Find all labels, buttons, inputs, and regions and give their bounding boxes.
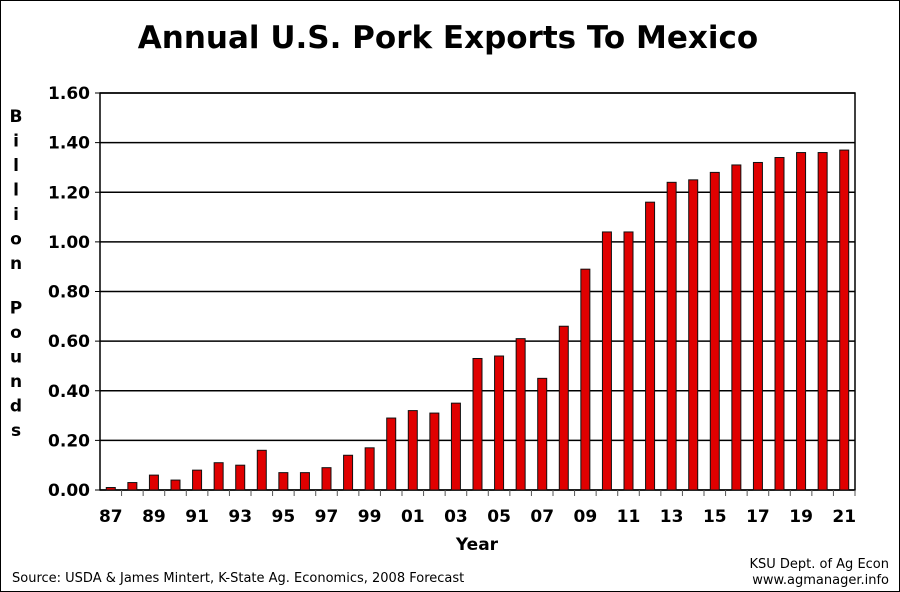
y-tick-label: 0.00 [48,481,90,501]
bar-07 [537,377,548,491]
y-axis-label-char: d [10,397,22,417]
bar-96 [299,472,310,491]
chart-title: Annual U.S. Pork Exports To Mexico [138,20,758,56]
y-axis-label-char: i [13,205,19,225]
bar-12 [645,201,656,491]
y-axis-label-char: l [13,156,19,176]
x-tick-label: 19 [789,507,813,527]
x-tick-label: 03 [444,507,468,527]
x-tick-label: 07 [530,507,554,527]
x-tick-label: 89 [142,507,166,527]
bar-98 [343,454,354,491]
y-tick-label: 1.00 [48,233,90,253]
x-tick-label: 15 [703,507,727,527]
y-axis-label-char: P [10,299,22,319]
bar-16 [731,164,742,491]
source-note: Source: USDA & James Mintert, K-State Ag… [12,571,464,586]
y-axis-label-char: i [13,132,19,152]
x-tick-label: 11 [617,507,641,527]
y-axis-label-char: s [11,421,21,441]
bar-97 [321,467,332,491]
bar-05 [494,355,505,491]
x-tick-label: 01 [401,507,425,527]
y-tick-label: 0.20 [48,431,90,451]
bar-21 [839,149,850,491]
y-axis-label-char: n [10,372,22,392]
bar-15 [709,171,720,491]
bar-03 [450,402,461,491]
credit-dept: KSU Dept. of Ag Econ [749,557,889,572]
bar-92 [213,462,224,491]
bar-10 [601,231,612,491]
bar-09 [580,268,591,491]
x-tick-label: 95 [272,507,296,527]
bar-95 [278,472,289,491]
bar-04 [472,357,483,491]
bar-02 [429,412,440,491]
x-axis-label: Year [455,535,499,555]
y-axis-label-char: o [10,323,22,343]
bar-20 [817,152,828,491]
x-tick-label: 17 [746,507,770,527]
x-tick-label: 13 [660,507,684,527]
x-tick-label: 91 [185,507,209,527]
y-axis-label-char: o [10,230,22,250]
y-axis-label-char: u [10,348,22,368]
bar-01 [407,410,418,491]
y-tick-label: 0.60 [48,332,90,352]
y-tick-label: 0.80 [48,283,90,303]
y-tick-label: 1.60 [48,84,90,104]
bar-89 [148,474,159,491]
credit-url: www.agmanager.info [752,573,889,588]
bar-94 [256,449,267,491]
bar-08 [558,325,569,491]
bar-87 [105,487,116,491]
bar-88 [127,482,138,491]
bar-90 [170,479,181,491]
x-tick-label: 93 [228,507,252,527]
bar-11 [623,231,634,491]
y-axis-label-char: B [10,107,23,127]
bar-91 [192,469,203,491]
x-tick-label: 87 [99,507,123,527]
x-tick-label: 99 [358,507,382,527]
bar-14 [688,179,699,491]
bar-06 [515,338,526,491]
x-tick-label: 97 [315,507,339,527]
y-tick-label: 1.40 [48,134,90,154]
y-axis-label-char: n [10,254,22,274]
bar-13 [666,181,677,491]
bar-18 [774,157,785,491]
bar-17 [752,161,763,491]
bar-00 [386,417,397,491]
x-tick-label: 05 [487,507,511,527]
y-tick-label: 0.40 [48,382,90,402]
y-axis-label-char: l [13,181,19,201]
y-tick-label: 1.20 [48,183,90,203]
x-tick-label: 21 [832,507,856,527]
bar-93 [235,464,246,491]
bar-19 [796,152,807,491]
bar-99 [364,447,375,491]
x-tick-label: 09 [574,507,598,527]
